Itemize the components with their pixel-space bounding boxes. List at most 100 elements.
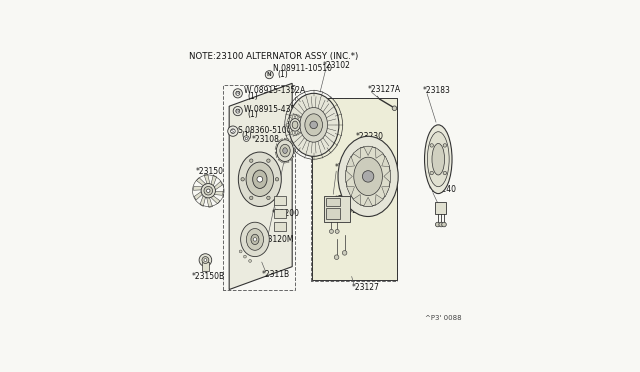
Bar bbox=[326, 208, 340, 219]
Ellipse shape bbox=[280, 144, 290, 157]
Polygon shape bbox=[298, 131, 301, 135]
Text: (1): (1) bbox=[241, 131, 252, 140]
Ellipse shape bbox=[251, 234, 259, 244]
Bar bbox=[273, 196, 285, 205]
Text: W: W bbox=[236, 109, 240, 113]
Circle shape bbox=[243, 136, 249, 141]
Circle shape bbox=[253, 238, 257, 241]
Polygon shape bbox=[210, 195, 220, 204]
Text: N 08911-10510: N 08911-10510 bbox=[273, 64, 332, 74]
Text: ^P3' 0088: ^P3' 0088 bbox=[426, 315, 462, 321]
Ellipse shape bbox=[338, 136, 398, 217]
Polygon shape bbox=[195, 191, 203, 200]
Polygon shape bbox=[207, 197, 212, 207]
Circle shape bbox=[233, 89, 243, 98]
Polygon shape bbox=[278, 138, 282, 143]
Text: S 08360-51062: S 08360-51062 bbox=[238, 126, 296, 135]
Polygon shape bbox=[284, 159, 289, 163]
Polygon shape bbox=[293, 132, 297, 135]
Text: *23133: *23133 bbox=[335, 163, 363, 172]
Circle shape bbox=[257, 176, 262, 182]
Text: *23127: *23127 bbox=[351, 283, 380, 292]
Text: W 08915-4351A: W 08915-4351A bbox=[243, 105, 305, 113]
Text: (1): (1) bbox=[247, 92, 258, 101]
Polygon shape bbox=[384, 170, 390, 183]
Polygon shape bbox=[301, 123, 303, 127]
Circle shape bbox=[275, 177, 279, 181]
Circle shape bbox=[236, 109, 240, 113]
Polygon shape bbox=[293, 114, 297, 118]
Circle shape bbox=[334, 255, 339, 260]
Ellipse shape bbox=[300, 108, 328, 142]
Polygon shape bbox=[300, 118, 303, 121]
Polygon shape bbox=[287, 128, 290, 132]
Polygon shape bbox=[376, 147, 383, 158]
Circle shape bbox=[245, 137, 248, 140]
Polygon shape bbox=[213, 191, 223, 195]
Polygon shape bbox=[291, 156, 294, 161]
Circle shape bbox=[265, 71, 273, 79]
Polygon shape bbox=[193, 186, 204, 190]
Circle shape bbox=[250, 196, 253, 200]
Circle shape bbox=[443, 144, 447, 147]
Bar bbox=[273, 209, 285, 218]
Ellipse shape bbox=[253, 170, 267, 189]
Polygon shape bbox=[346, 170, 353, 183]
Text: *23240: *23240 bbox=[429, 185, 457, 193]
Circle shape bbox=[230, 129, 235, 134]
Circle shape bbox=[241, 177, 244, 181]
Text: (1): (1) bbox=[247, 110, 258, 119]
Circle shape bbox=[202, 257, 209, 263]
Ellipse shape bbox=[283, 148, 287, 154]
Circle shape bbox=[439, 222, 444, 227]
Ellipse shape bbox=[246, 162, 273, 196]
Bar bbox=[435, 202, 445, 214]
Circle shape bbox=[430, 144, 433, 147]
Text: *23127A: *23127A bbox=[367, 86, 401, 94]
Ellipse shape bbox=[354, 157, 383, 196]
Ellipse shape bbox=[305, 114, 323, 136]
Text: *23108: *23108 bbox=[252, 135, 279, 144]
Text: *23183: *23183 bbox=[423, 86, 451, 95]
Circle shape bbox=[267, 159, 270, 163]
Circle shape bbox=[233, 106, 243, 116]
Text: *23230: *23230 bbox=[356, 132, 384, 141]
Circle shape bbox=[430, 171, 433, 175]
Text: *23150: *23150 bbox=[196, 167, 223, 176]
Circle shape bbox=[435, 222, 440, 227]
Polygon shape bbox=[275, 144, 278, 150]
Polygon shape bbox=[200, 195, 205, 206]
Polygon shape bbox=[229, 83, 292, 289]
Circle shape bbox=[204, 259, 207, 262]
Polygon shape bbox=[346, 186, 355, 197]
Polygon shape bbox=[291, 140, 294, 145]
Circle shape bbox=[310, 121, 317, 129]
Ellipse shape bbox=[238, 152, 282, 206]
Circle shape bbox=[443, 171, 447, 175]
Bar bbox=[202, 262, 209, 271]
Polygon shape bbox=[353, 195, 361, 205]
Ellipse shape bbox=[432, 144, 445, 175]
Circle shape bbox=[335, 230, 339, 233]
Circle shape bbox=[267, 196, 270, 200]
Polygon shape bbox=[364, 146, 372, 155]
Text: *23215: *23215 bbox=[362, 170, 390, 179]
Ellipse shape bbox=[246, 228, 264, 250]
Circle shape bbox=[201, 183, 216, 198]
Polygon shape bbox=[364, 197, 372, 206]
Polygon shape bbox=[289, 115, 292, 119]
Text: *2311B: *2311B bbox=[262, 270, 290, 279]
Circle shape bbox=[342, 251, 347, 255]
Ellipse shape bbox=[428, 132, 449, 187]
Polygon shape bbox=[300, 128, 303, 132]
Polygon shape bbox=[346, 156, 355, 167]
Ellipse shape bbox=[292, 121, 298, 129]
Polygon shape bbox=[204, 174, 210, 185]
Circle shape bbox=[239, 250, 242, 253]
Circle shape bbox=[199, 254, 212, 266]
Ellipse shape bbox=[424, 125, 452, 193]
Polygon shape bbox=[353, 147, 361, 158]
Circle shape bbox=[250, 159, 253, 163]
Text: *23120M: *23120M bbox=[259, 235, 294, 244]
Polygon shape bbox=[298, 115, 301, 119]
